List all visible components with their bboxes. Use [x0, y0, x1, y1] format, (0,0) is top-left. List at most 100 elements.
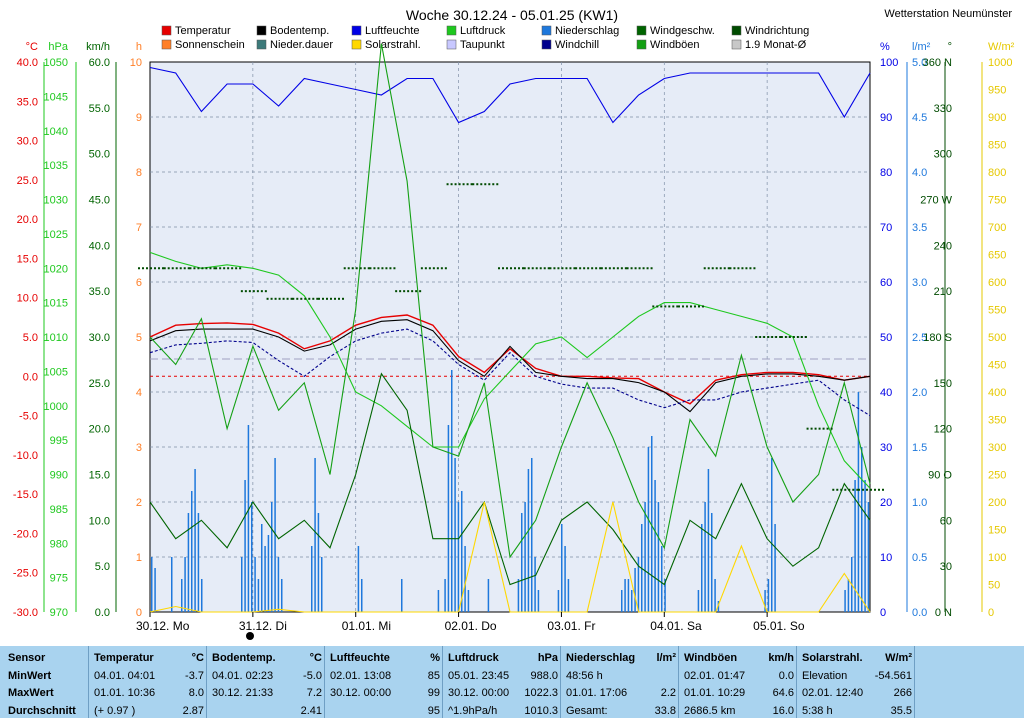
right-axis-2-tick: 210: [934, 286, 952, 298]
stats-cell-label: 48:56 h: [566, 668, 603, 686]
stats-column-separator: [678, 646, 679, 718]
stats-cell-value: 7.2: [307, 685, 322, 703]
niederschlag-bar: [171, 557, 173, 612]
windrichtung-point: [138, 267, 140, 269]
windrichtung-point: [241, 290, 243, 292]
windrichtung-point: [729, 267, 731, 269]
right-axis-0-tick: 50: [880, 332, 892, 344]
windrichtung-point: [569, 267, 571, 269]
windrichtung-point: [421, 267, 423, 269]
left-axis-0-tick: 15.0: [17, 253, 38, 265]
stats-cell-label: 30.12. 00:00: [330, 685, 391, 703]
stats-cell-label: 5:38 h: [802, 703, 833, 720]
left-axis-2-tick: 0.0: [95, 607, 110, 619]
right-axis-2-tick: 330: [934, 103, 952, 115]
windrichtung-point: [368, 267, 370, 269]
windrichtung-point: [223, 267, 225, 269]
right-axis-3-tick: 200: [988, 497, 1006, 509]
windrichtung-point: [785, 336, 787, 338]
stats-cell-label: 05.01. 23:45: [448, 668, 509, 686]
windrichtung-point: [625, 267, 627, 269]
windrichtung-point: [749, 267, 751, 269]
legend-label: Taupunkt: [460, 39, 505, 51]
right-axis-3-tick: 150: [988, 525, 1006, 537]
niederschlag-bar: [518, 579, 520, 612]
right-axis-0-tick: 30: [880, 442, 892, 454]
windrichtung-point: [377, 267, 379, 269]
left-axis-2-tick: 35.0: [89, 286, 110, 298]
niederschlag-bar: [278, 557, 280, 612]
windrichtung-point: [536, 267, 538, 269]
left-axis-1-tick: 970: [50, 607, 68, 619]
windrichtung-point: [189, 267, 191, 269]
left-axis-0-tick: 10.0: [17, 293, 38, 305]
windrichtung-point: [271, 298, 273, 300]
windrichtung-point: [815, 428, 817, 430]
niederschlag-bar: [464, 546, 466, 612]
stats-cell-value: -3.7: [185, 668, 204, 686]
x-axis-label: 05.01. So: [753, 619, 805, 633]
windrichtung-point: [831, 428, 833, 430]
legend-label: Temperatur: [175, 25, 231, 37]
windrichtung-point: [779, 336, 781, 338]
niederschlag-bar: [861, 447, 863, 612]
windrichtung-point: [389, 267, 391, 269]
niederschlag-bar: [634, 568, 636, 612]
stats-column-separator: [796, 646, 797, 718]
windrichtung-point: [146, 267, 148, 269]
left-axis-1-tick: 985: [50, 504, 68, 516]
windrichtung-point: [292, 298, 294, 300]
niederschlag-bar: [244, 480, 246, 612]
legend-swatch: [637, 40, 646, 49]
niederschlag-bar: [644, 502, 646, 612]
windrichtung-point: [369, 267, 371, 269]
windrichtung-point: [304, 298, 306, 300]
windrichtung-point: [168, 267, 170, 269]
left-axis-3-unit: h: [136, 41, 142, 53]
windrichtung-point: [639, 267, 641, 269]
windrichtung-point: [793, 336, 795, 338]
niederschlag-bar: [358, 546, 360, 612]
windrichtung-point: [678, 305, 680, 307]
legend-swatch: [162, 26, 171, 35]
stats-cell-value: 64.6: [773, 685, 794, 703]
stats-cell-value: 35.5: [891, 703, 912, 720]
niederschlag-bar: [658, 502, 660, 612]
niederschlag-bar: [558, 590, 560, 612]
legend-swatch: [162, 40, 171, 49]
stats-column-name: Windböen: [684, 650, 737, 668]
right-axis-0-tick: 80: [880, 167, 892, 179]
stats-cell-label: 01.01. 10:29: [684, 685, 745, 703]
niederschlag-bar: [528, 469, 530, 612]
niederschlag-bar: [848, 579, 850, 612]
windrichtung-point: [716, 267, 718, 269]
niederschlag-bar: [151, 557, 153, 612]
windrichtung-point: [180, 267, 182, 269]
windrichtung-point: [866, 489, 868, 491]
windrichtung-point: [488, 183, 490, 185]
windrichtung-point: [753, 267, 755, 269]
niederschlag-bar: [194, 469, 196, 612]
right-axis-1-tick: 3.5: [912, 222, 927, 234]
windrichtung-point: [455, 183, 457, 185]
windrichtung-point: [275, 298, 277, 300]
stats-cell-value: 95: [428, 703, 440, 720]
legend-item: Nieder.dauer: [257, 39, 333, 51]
left-axis-3-tick: 4: [136, 387, 142, 399]
windrichtung-point: [524, 267, 526, 269]
legend-swatch: [352, 40, 361, 49]
windrichtung-point: [544, 267, 546, 269]
stats-column-separator: [88, 646, 89, 718]
x-axis-label: 01.01. Mi: [342, 619, 391, 633]
niederschlag-bar: [561, 524, 563, 612]
windrichtung-point: [690, 305, 692, 307]
right-axis-2-tick: 300: [934, 149, 952, 161]
station-name: Wetterstation Neumünster: [884, 8, 1012, 20]
right-axis-2-tick: 150: [934, 378, 952, 390]
legend-item: Sonnenschein: [162, 39, 245, 51]
stats-column-name: Bodentemp.: [212, 650, 276, 668]
windrichtung-point: [613, 267, 615, 269]
